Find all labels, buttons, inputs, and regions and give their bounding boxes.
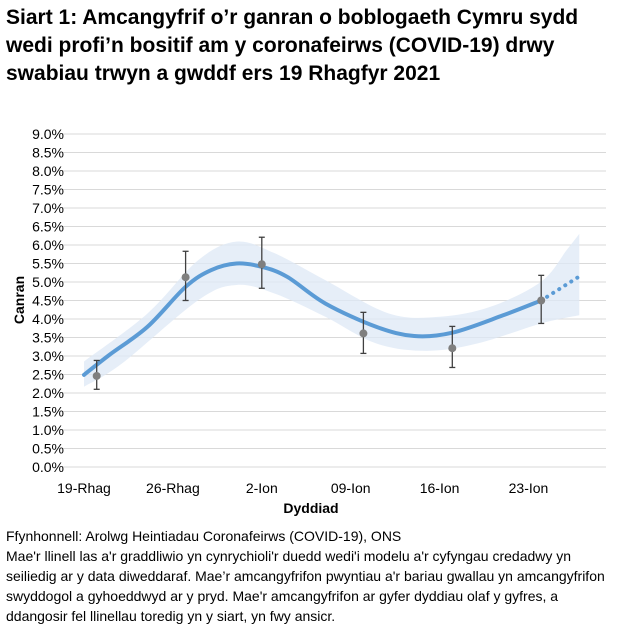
x-tick-label: 2-Ion bbox=[246, 480, 278, 496]
y-tick-label: 2.0% bbox=[32, 385, 64, 401]
y-tick-label: 3.5% bbox=[32, 330, 64, 346]
trend-lines bbox=[82, 261, 582, 377]
x-axis-label: Dyddiad bbox=[283, 500, 338, 516]
y-tick-label: 4.5% bbox=[32, 293, 64, 309]
y-tick-label: 1.5% bbox=[32, 404, 64, 420]
y-tick-label: 5.5% bbox=[32, 256, 64, 272]
y-tick-label: 0.0% bbox=[32, 459, 64, 475]
explanatory-note: Mae'r llinell las a'r graddliwio yn cynr… bbox=[6, 548, 605, 624]
estimate-point bbox=[448, 344, 457, 353]
y-tick-label: 8.5% bbox=[32, 145, 64, 161]
credible-interval-band bbox=[84, 233, 580, 387]
y-tick-label: 2.5% bbox=[32, 367, 64, 383]
y-tick-label: 6.5% bbox=[32, 219, 64, 235]
official-estimates bbox=[92, 236, 546, 390]
y-tick-label: 9.0% bbox=[32, 126, 64, 142]
x-tick-label: 26-Rhag bbox=[146, 480, 200, 496]
chart: 0.0% 0.5% 1.0% 1.5% 2.0% 2.5% 3.0% 3.5% 4.0% 4.5%… bbox=[11, 126, 606, 516]
modelled-trend-line bbox=[82, 261, 544, 377]
y-tick-label: 5.0% bbox=[32, 274, 64, 290]
x-tick-label: 16-Ion bbox=[420, 480, 460, 496]
source-note: Ffynhonnell: Arolwg Heintiadau Coronafei… bbox=[6, 528, 402, 544]
x-tick-label: 19-Rhag bbox=[57, 480, 111, 496]
y-tick-label: 1.0% bbox=[32, 422, 64, 438]
x-tick-label: 23-Ion bbox=[509, 480, 549, 496]
y-tick-label: 3.0% bbox=[32, 348, 64, 364]
x-tick-labels: 19-Rhag 26-Rhag 2-Ion 09-Ion 16-Ion 23-Ion bbox=[57, 480, 548, 496]
y-tick-label: 4.0% bbox=[32, 311, 64, 327]
chart-title: Siart 1: Amcangyfrif o’r ganran o boblog… bbox=[6, 6, 579, 85]
estimate-point bbox=[359, 329, 368, 338]
x-tick-label: 09-Ion bbox=[331, 480, 371, 496]
y-tick-label: 8.0% bbox=[32, 163, 64, 179]
credible-interval-area bbox=[84, 233, 580, 387]
y-axis-label: Canran bbox=[11, 276, 27, 324]
y-tick-label: 7.0% bbox=[32, 200, 64, 216]
estimate-point bbox=[181, 273, 190, 282]
footer: Ffynhonnell: Arolwg Heintiadau Coronafei… bbox=[6, 526, 616, 626]
y-tick-label: 0.5% bbox=[32, 441, 64, 457]
estimate-point bbox=[537, 296, 546, 305]
estimate-point bbox=[257, 260, 266, 269]
y-tick-label: 6.0% bbox=[32, 237, 64, 253]
y-tick-label: 7.5% bbox=[32, 182, 64, 198]
estimate-point bbox=[92, 371, 101, 380]
provisional-trend-line bbox=[539, 274, 582, 303]
y-tick-labels: 0.0% 0.5% 1.0% 1.5% 2.0% 2.5% 3.0% 3.5% 4.0% 4.5%… bbox=[32, 126, 64, 475]
